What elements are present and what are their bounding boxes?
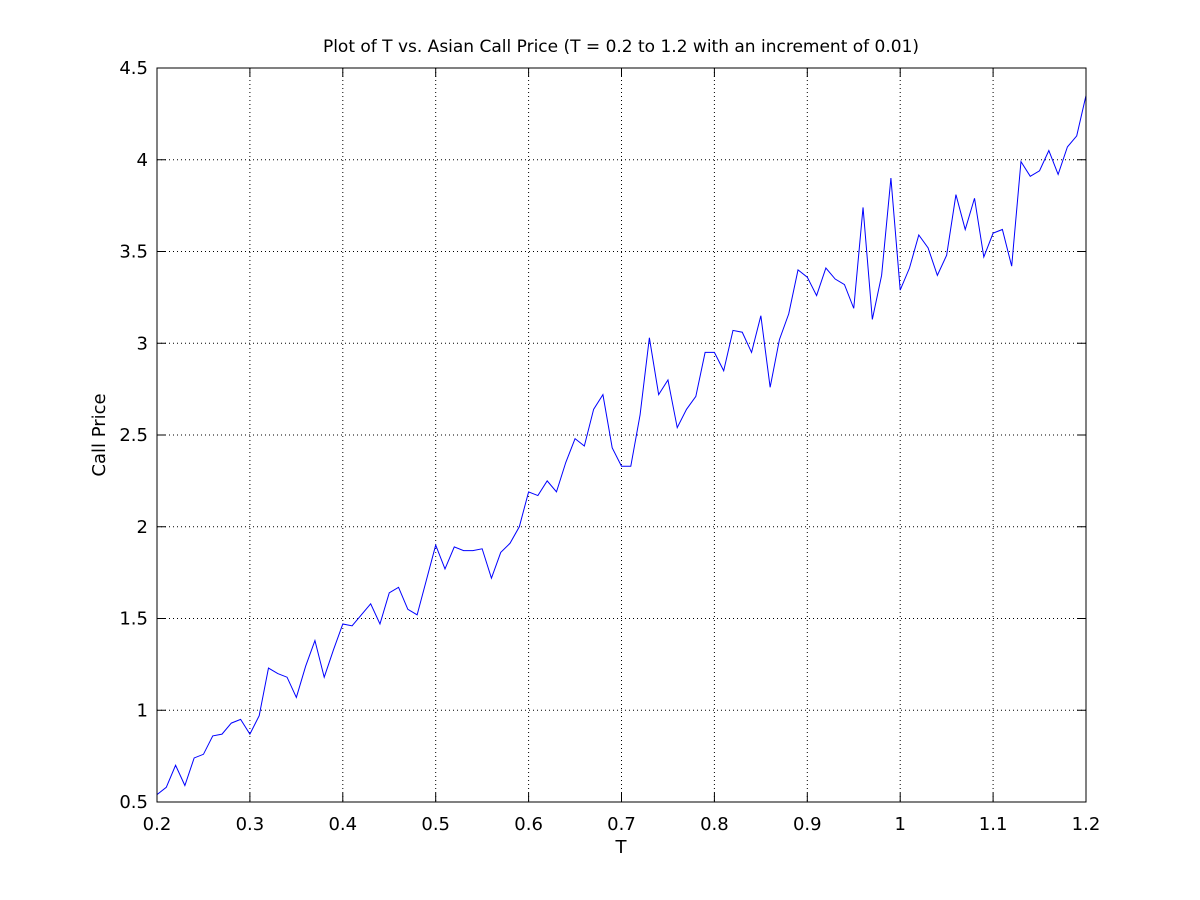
x-tick-label: 1 — [894, 814, 905, 835]
series-layer — [156, 95, 1087, 796]
x-tick-label: 1.1 — [979, 814, 1008, 835]
x-tick-label: 0.3 — [236, 814, 265, 835]
x-tick-label: 0.6 — [514, 814, 543, 835]
x-tick-label: 0.4 — [328, 814, 357, 835]
x-tick-label: 0.5 — [421, 814, 450, 835]
x-tick-label: 0.9 — [793, 814, 822, 835]
y-tick-label: 0.5 — [119, 792, 148, 813]
y-tick-label: 4.5 — [119, 58, 148, 79]
y-tick-label: 3 — [137, 333, 148, 354]
grid — [157, 68, 1086, 802]
x-tick-label: 0.7 — [607, 814, 636, 835]
y-tick-label: 2.5 — [119, 425, 148, 446]
ticks — [156, 67, 1087, 803]
x-tick-label: 1.2 — [1072, 814, 1101, 835]
y-tick-label: 1.5 — [119, 609, 148, 630]
x-axis-label: T — [615, 837, 628, 858]
y-tick-label: 1 — [137, 700, 148, 721]
chart-title: Plot of T vs. Asian Call Price (T = 0.2 … — [323, 37, 919, 57]
y-tick-label: 2 — [137, 517, 148, 538]
x-tick-label: 0.2 — [143, 814, 172, 835]
x-tick-label: 0.8 — [700, 814, 729, 835]
series-line-0 — [156, 95, 1087, 796]
y-axis-label: Call Price — [89, 393, 110, 476]
tick-labels: 0.2 0.3 0.4 0.5 0.6 0.7 0.8 0.9 1 1.1 1.2 0.5 1 1.5 2 2… — [119, 58, 1100, 835]
y-tick-label: 3.5 — [119, 242, 148, 263]
y-tick-label: 4 — [137, 150, 148, 171]
